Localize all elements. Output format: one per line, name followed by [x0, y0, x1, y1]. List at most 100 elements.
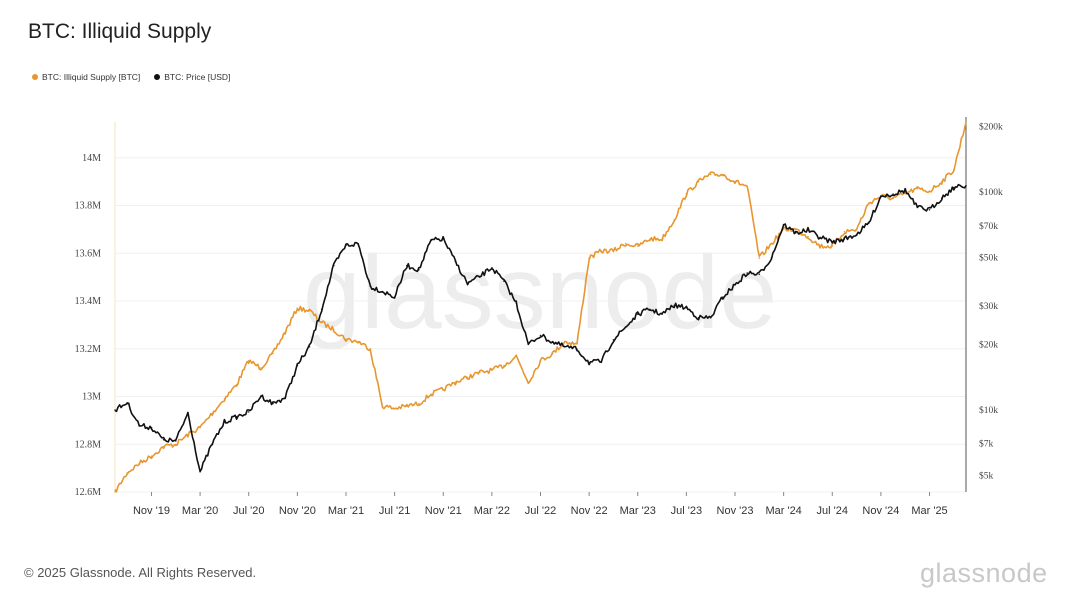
series-illiquid-supply-line-point: [175, 443, 177, 446]
series-illiquid-supply-line-point: [928, 190, 931, 192]
series-illiquid-supply-line-point: [539, 359, 542, 362]
series-price-line-point: [381, 290, 384, 293]
series-illiquid-supply-line-point: [746, 185, 748, 188]
y-left-tick-label: 13M: [82, 392, 101, 403]
series-illiquid-supply-line-point: [296, 307, 299, 310]
series-illiquid-supply-line-point: [150, 455, 153, 458]
series-illiquid-supply-line-point: [345, 338, 347, 341]
y-left-tick-label: 13.2M: [75, 344, 102, 355]
series-price-line-point: [406, 264, 408, 267]
series-illiquid-supply-line-point: [235, 383, 238, 386]
series-illiquid-supply-line-point: [855, 228, 858, 231]
series-illiquid-supply-line-point: [904, 192, 906, 195]
series-price-line: [114, 183, 967, 473]
series-illiquid-supply-line-point: [722, 173, 724, 176]
y-right-tick-label: $70k: [979, 221, 998, 232]
legend: BTC: Illiquid Supply [BTC] BTC: Price [U…: [32, 72, 230, 82]
series-illiquid-supply-line-point: [551, 352, 554, 355]
series-illiquid-supply-line-point: [272, 352, 274, 355]
series-illiquid-supply-line-point: [892, 197, 894, 200]
series-price-line-point: [843, 238, 846, 240]
series-price-line-point: [478, 275, 481, 278]
series-price-line-point: [418, 269, 420, 271]
series-illiquid-supply-line-point: [199, 426, 201, 429]
series-price-line-point: [649, 308, 651, 311]
series-illiquid-supply-line-point: [965, 121, 967, 123]
series-illiquid-supply-line-point: [770, 242, 773, 245]
series-illiquid-supply-line-point: [223, 398, 226, 400]
series-price-line-point: [539, 334, 542, 337]
y-right-tick-label: $30k: [979, 301, 998, 312]
series-price-line-point: [685, 306, 688, 309]
y-left-tick-label: 12.6M: [75, 487, 102, 498]
series-price-line-point: [223, 421, 226, 423]
series-illiquid-supply-line-point: [649, 238, 651, 240]
series-illiquid-supply-line-point: [673, 219, 675, 221]
series-illiquid-supply-line-point: [320, 321, 323, 324]
series-illiquid-supply-line-point: [357, 340, 359, 343]
x-tick-label: Nov '24: [862, 505, 899, 517]
series-price-line-point: [150, 426, 153, 429]
y-left-tick-label: 14M: [82, 153, 101, 164]
legend-item-illiquid-supply[interactable]: BTC: Illiquid Supply [BTC]: [32, 72, 140, 82]
series-price-line-point: [965, 185, 967, 187]
x-tick-label: Mar '22: [474, 505, 510, 517]
legend-label-illiquid-supply: BTC: Illiquid Supply [BTC]: [42, 72, 141, 82]
series-illiquid-supply-line-point: [369, 348, 372, 350]
series-illiquid-supply-line-point: [454, 381, 457, 384]
series-price-line-point: [697, 317, 700, 319]
series-price-line-point: [734, 284, 736, 286]
y-right-tick-label: $200k: [979, 122, 1003, 133]
copyright-text: © 2025 Glassnode. All Rights Reserved.: [24, 565, 257, 580]
series-illiquid-supply-line-point: [564, 340, 566, 343]
series-illiquid-supply-line-point: [126, 472, 128, 474]
series-illiquid-supply-line-point: [503, 364, 505, 367]
series-price-line-point: [333, 264, 335, 267]
series-illiquid-supply-line-point: [576, 343, 578, 345]
series-illiquid-supply-line-point: [247, 359, 250, 362]
series-illiquid-supply-line-point: [831, 245, 834, 247]
legend-label-price: BTC: Price [USD]: [164, 72, 231, 82]
y-right-tick-label: $7k: [979, 439, 994, 450]
series-price-line-point: [782, 223, 785, 226]
series-price-line-point: [953, 186, 955, 189]
series-illiquid-supply-line-point: [333, 328, 335, 331]
series-price-line-point: [576, 348, 578, 351]
x-tick-label: Nov '23: [717, 505, 754, 517]
x-tick-label: Jul '22: [525, 505, 556, 517]
brand-logo-text: glassnode: [920, 558, 1048, 588]
series-price-line-point: [855, 233, 858, 236]
series-price-line-point: [430, 239, 432, 242]
series-price-line-point: [795, 232, 797, 234]
series-illiquid-supply-line-point: [381, 405, 384, 407]
y-right-tick-label: $10k: [979, 405, 998, 416]
series-price-line-point: [357, 242, 359, 245]
series-price-line-point: [831, 241, 834, 243]
series-price-line-point: [272, 402, 274, 405]
series-illiquid-supply-line-point: [795, 228, 797, 231]
series-illiquid-supply-line-point: [612, 250, 615, 252]
series-price-line-point: [746, 272, 748, 274]
legend-item-price[interactable]: BTC: Price [USD]: [154, 72, 230, 82]
series-price-line-point: [916, 206, 919, 209]
series-illiquid-supply-line-point: [284, 331, 287, 333]
series-illiquid-supply-line-point: [418, 402, 420, 405]
x-tick-label: Jul '20: [233, 505, 264, 517]
series-price-line-point: [442, 238, 445, 240]
series-illiquid-supply-line-point: [782, 228, 785, 231]
series-price-line-point: [393, 296, 396, 298]
series-price-line-point: [187, 412, 189, 414]
series-illiquid-supply-line-point: [709, 173, 712, 176]
x-tick-label: Mar '21: [328, 505, 364, 517]
series-price-line-point: [807, 229, 809, 231]
series-illiquid-supply-line-point: [734, 180, 736, 183]
series-price-line-point: [454, 260, 457, 263]
x-tick-label: Mar '25: [911, 505, 947, 517]
series-price-line-point: [904, 189, 906, 192]
series-illiquid-supply-line-point: [819, 245, 821, 247]
legend-dot-illiquid-supply: [32, 74, 38, 80]
series-illiquid-supply-line-point: [187, 433, 189, 436]
series-price-line-point: [320, 308, 323, 311]
series-price-line-point: [126, 401, 128, 404]
x-tick-label: Mar '20: [182, 505, 218, 517]
